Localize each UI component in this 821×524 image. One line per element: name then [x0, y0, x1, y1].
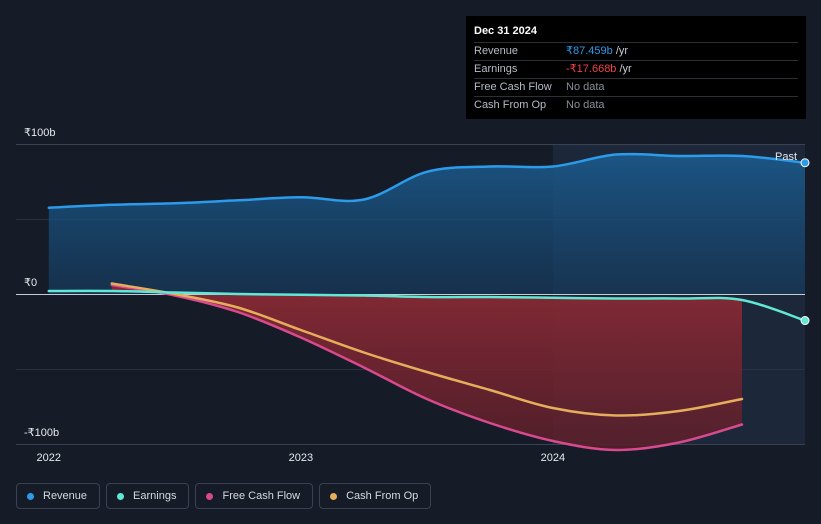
- legend-label: Earnings: [133, 490, 177, 502]
- tooltip-row-fcf: Free Cash Flow No data: [474, 79, 798, 97]
- tooltip-row-earnings: Earnings -₹17.668b /yr: [474, 61, 798, 79]
- tooltip-row-cfo: Cash From Op No data: [474, 97, 798, 114]
- chart: ₹100b ₹0 -₹100b 2022 2023 2024 Past: [16, 127, 810, 464]
- tooltip-value: ₹87.459b /yr: [566, 43, 628, 60]
- tooltip-label: Earnings: [474, 63, 518, 75]
- tooltip-row-revenue: Revenue ₹87.459b /yr: [474, 43, 798, 61]
- tooltip-number: ₹87.459b: [566, 45, 613, 57]
- legend-dot: [206, 492, 214, 500]
- tooltip-unit: /yr: [612, 45, 629, 57]
- legend-item-revenue[interactable]: Revenue: [16, 483, 101, 509]
- legend-item-cash-from-op[interactable]: Cash From Op: [319, 483, 432, 509]
- series-line-revenue: [47, 152, 807, 210]
- tooltip-label: Revenue: [474, 45, 519, 57]
- legend-label: Free Cash Flow: [222, 490, 301, 502]
- legend: Revenue Earnings Free Cash Flow Cash Fro…: [16, 483, 432, 511]
- legend-item-free-cash-flow[interactable]: Free Cash Flow: [195, 483, 314, 509]
- legend-dot: [117, 492, 125, 500]
- legend-label: Revenue: [43, 490, 88, 502]
- legend-item-earnings[interactable]: Earnings: [106, 483, 190, 509]
- y-tick-label: ₹100b: [24, 127, 55, 139]
- tooltip-unit: /yr: [616, 63, 632, 75]
- series-line-free-cash-flow: [110, 283, 744, 452]
- series-line-cash-from-op: [110, 282, 744, 417]
- x-tick-label: 2022: [37, 452, 61, 464]
- cashflow-area: [111, 285, 743, 451]
- legend-dot: [27, 492, 34, 500]
- past-label: Past: [775, 151, 797, 163]
- x-tick-label: 2023: [289, 452, 313, 464]
- tooltip-label: Free Cash Flow: [474, 81, 552, 93]
- end-marker-revenue: [800, 158, 810, 168]
- legend-label: Cash From Op: [346, 490, 419, 502]
- tooltip-date: Dec 31 2024: [474, 24, 798, 43]
- y-tick-label: ₹0: [24, 277, 37, 289]
- tooltip-label: Cash From Op: [474, 99, 547, 111]
- tooltip-value: -₹17.668b /yr: [566, 61, 632, 78]
- tooltip-value: No data: [566, 99, 605, 111]
- tooltip: Dec 31 2024 Revenue ₹87.459b /yr Earning…: [466, 16, 806, 119]
- y-tick-label: -₹100b: [24, 427, 59, 439]
- revenue-area: [48, 153, 806, 294]
- tooltip-number: -₹17.668b: [566, 63, 617, 75]
- legend-dot: [330, 492, 338, 500]
- x-tick-label: 2024: [541, 452, 565, 464]
- end-marker-earnings: [800, 316, 810, 326]
- tooltip-value: No data: [566, 81, 605, 93]
- series-line-earnings: [47, 289, 807, 322]
